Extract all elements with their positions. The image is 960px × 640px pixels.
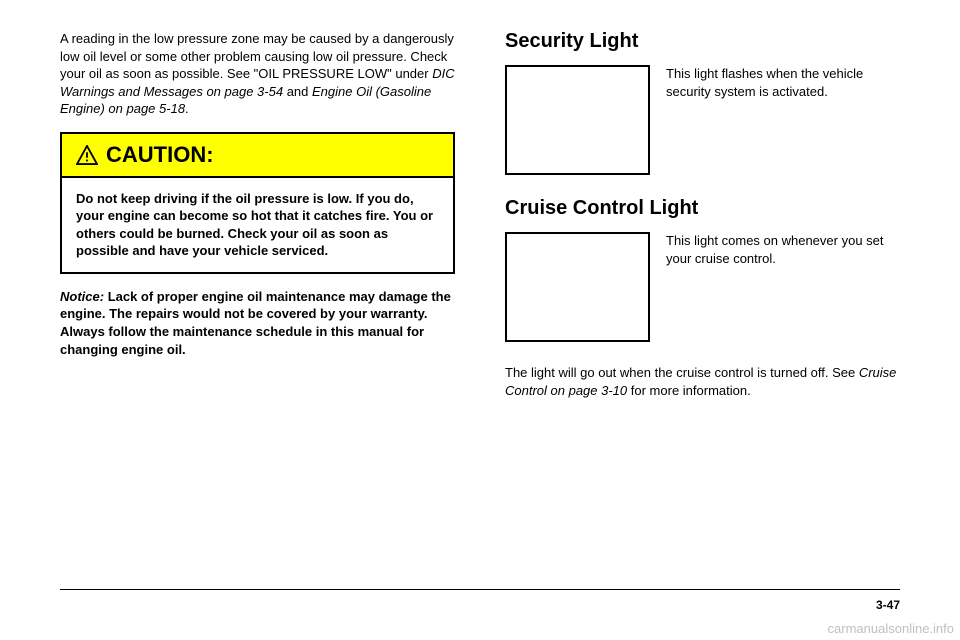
security-light-title: Security Light xyxy=(505,30,900,53)
intro-text-1: A reading in the low pressure zone may b… xyxy=(60,31,454,81)
caution-label: CAUTION: xyxy=(106,142,214,168)
cruise-footer-1: The light will go out when the cruise co… xyxy=(505,365,859,380)
security-light-indicator-box xyxy=(505,65,650,175)
notice-body: Lack of proper engine oil maintenance ma… xyxy=(60,289,451,357)
warning-triangle-icon xyxy=(76,145,98,165)
intro-mid: and xyxy=(283,84,312,99)
cruise-control-description: This light comes on whenever you set you… xyxy=(666,232,900,267)
security-light-row: This light flashes when the vehicle secu… xyxy=(505,65,900,175)
two-column-layout: A reading in the low pressure zone may b… xyxy=(60,30,900,413)
footer-rule xyxy=(60,589,900,590)
cruise-control-footer: The light will go out when the cruise co… xyxy=(505,364,900,399)
cruise-control-light-title: Cruise Control Light xyxy=(505,197,900,220)
intro-paragraph: A reading in the low pressure zone may b… xyxy=(60,30,455,118)
manual-page: A reading in the low pressure zone may b… xyxy=(0,0,960,640)
watermark: carmanualsonline.info xyxy=(828,621,954,636)
right-column: Security Light This light flashes when t… xyxy=(505,30,900,413)
left-column: A reading in the low pressure zone may b… xyxy=(60,30,455,413)
page-number: 3-47 xyxy=(876,598,900,612)
cruise-footer-2: for more information. xyxy=(627,383,751,398)
security-light-description: This light flashes when the vehicle secu… xyxy=(666,65,900,100)
cruise-control-indicator-box xyxy=(505,232,650,342)
caution-body: Do not keep driving if the oil pressure … xyxy=(62,178,453,272)
caution-header: CAUTION: xyxy=(62,134,453,178)
notice-paragraph: Notice: Lack of proper engine oil mainte… xyxy=(60,288,455,358)
caution-box: CAUTION: Do not keep driving if the oil … xyxy=(60,132,455,274)
notice-label: Notice: xyxy=(60,289,104,304)
intro-end: . xyxy=(185,101,189,116)
cruise-control-row: This light comes on whenever you set you… xyxy=(505,232,900,342)
